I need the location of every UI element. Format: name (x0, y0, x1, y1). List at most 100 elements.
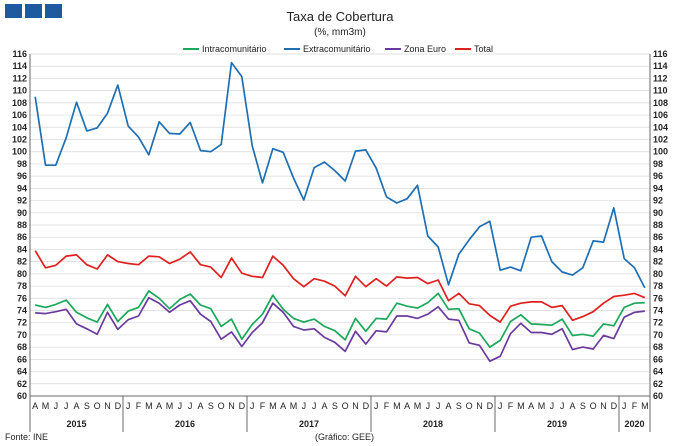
y-tick-label-right: 80 (653, 269, 663, 279)
y-tick-label-left: 70 (17, 330, 27, 340)
chart-title: Taxa de Cobertura (287, 9, 395, 24)
x-month-label: J (622, 401, 627, 411)
x-month-label: D (239, 401, 246, 411)
x-month-label: F (632, 401, 638, 411)
y-tick-label-right: 116 (653, 49, 668, 59)
x-month-label: N (104, 401, 111, 411)
y-tick-label-left: 92 (17, 196, 27, 206)
x-month-label: J (374, 401, 379, 411)
y-tick-label-right: 86 (653, 232, 663, 242)
x-month-label: J (498, 401, 503, 411)
y-tick-label-left: 116 (12, 49, 27, 59)
x-year-label: 2019 (547, 419, 567, 429)
y-tick-label-left: 62 (17, 379, 27, 389)
legend-label: Extracomunitário (303, 44, 371, 54)
y-axis-left: 60 62 64 66 68 70 72 74 76 78 80 82 84 86 88 90 92 94 96 98… (12, 49, 31, 401)
logo-square-1 (5, 4, 22, 18)
x-month-label: N (600, 401, 607, 411)
x-month-label: F (260, 401, 266, 411)
x-month-label: M (538, 401, 546, 411)
x-month-label: A (73, 401, 79, 411)
y-tick-label-right: 60 (653, 391, 663, 401)
y-tick-label-left: 80 (17, 269, 27, 279)
x-month-label: S (84, 401, 90, 411)
x-month-label: J (178, 401, 183, 411)
logo-square-3 (45, 4, 62, 18)
x-month-label: A (32, 401, 38, 411)
series-line-zona-euro (35, 296, 645, 363)
y-tick-label-right: 66 (653, 354, 663, 364)
y-tick-label-left: 64 (17, 367, 27, 377)
y-tick-label-right: 64 (653, 367, 663, 377)
x-month-label: N (228, 401, 235, 411)
y-tick-label-left: 90 (17, 208, 27, 218)
chart-subtitle: (%, mm3m) (314, 27, 366, 38)
x-year-label: 2018 (423, 419, 443, 429)
source-note: Fonte: INE (5, 432, 48, 442)
y-tick-label-right: 94 (653, 183, 663, 193)
y-tick-label-left: 106 (12, 110, 27, 120)
y-tick-label-left: 74 (17, 306, 27, 316)
y-tick-label-right: 104 (653, 122, 668, 132)
legend-label: Intracomunitário (202, 44, 267, 54)
x-month-label: M (290, 401, 298, 411)
y-tick-label-left: 66 (17, 354, 27, 364)
x-month-label: A (197, 401, 203, 411)
legend-label: Zona Euro (404, 44, 446, 54)
y-tick-label-right: 90 (653, 208, 663, 218)
x-year-label: 2015 (66, 419, 86, 429)
x-month-label: O (466, 401, 473, 411)
x-month-label: S (208, 401, 214, 411)
x-year-label: 2020 (624, 419, 644, 429)
x-month-label: A (280, 401, 286, 411)
y-tick-label-right: 114 (653, 61, 668, 71)
y-tick-label-left: 94 (17, 183, 27, 193)
x-month-label: J (560, 401, 565, 411)
x-month-label: A (445, 401, 451, 411)
y-tick-label-left: 84 (17, 244, 27, 254)
x-month-label: F (384, 401, 390, 411)
y-tick-label-right: 68 (653, 342, 663, 352)
y-tick-label-right: 96 (653, 171, 663, 181)
y-tick-label-left: 86 (17, 232, 27, 242)
y-tick-label-right: 76 (653, 293, 663, 303)
ine-logo-icon (5, 4, 62, 18)
y-tick-label-right: 88 (653, 220, 663, 230)
y-tick-label-right: 98 (653, 159, 663, 169)
grid-lines (30, 53, 650, 397)
y-tick-label-right: 74 (653, 306, 663, 316)
y-tick-label-left: 102 (12, 135, 27, 145)
y-tick-label-left: 112 (12, 73, 27, 83)
x-month-label: J (250, 401, 255, 411)
series-lines (34, 61, 646, 363)
y-tick-label-left: 110 (12, 86, 27, 96)
y-tick-label-left: 60 (17, 391, 27, 401)
y-tick-label-left: 96 (17, 171, 27, 181)
x-month-label: J (312, 401, 317, 411)
y-tick-label-right: 78 (653, 281, 663, 291)
y-tick-label-right: 112 (653, 73, 668, 83)
y-tick-label-right: 84 (653, 244, 663, 254)
x-month-label: F (508, 401, 514, 411)
x-month-label: M (517, 401, 525, 411)
legend: Intracomunitário Extracomunitário Zona Eur… (183, 44, 493, 54)
x-month-label: D (115, 401, 122, 411)
y-tick-label-right: 100 (653, 147, 668, 157)
y-tick-label-left: 78 (17, 281, 27, 291)
x-month-label: J (550, 401, 555, 411)
x-month-label: A (321, 401, 327, 411)
x-month-label: D (611, 401, 618, 411)
y-tick-label-right: 72 (653, 318, 663, 328)
x-month-label: M (42, 401, 50, 411)
x-month-label: M (414, 401, 422, 411)
legend-label: Total (474, 44, 493, 54)
x-month-label: S (580, 401, 586, 411)
x-month-label: S (456, 401, 462, 411)
y-tick-label-left: 76 (17, 293, 27, 303)
x-month-label: M (145, 401, 153, 411)
x-month-label: N (476, 401, 483, 411)
x-month-label: J (436, 401, 441, 411)
y-tick-label-right: 70 (653, 330, 663, 340)
